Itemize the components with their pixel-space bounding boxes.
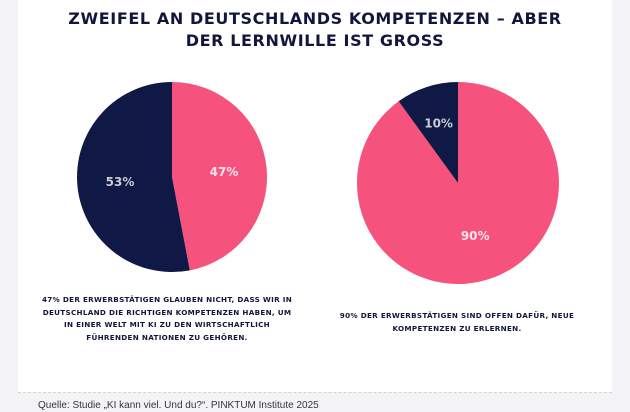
pie-1-slice-1-label: 47% bbox=[210, 165, 239, 179]
chart-title: ZWEIFEL AN DEUTSCHLANDS KOMPETENZEN – AB… bbox=[0, 8, 630, 52]
pie-2-slice-2-label: 10% bbox=[424, 116, 453, 130]
pie-1-slice-2-label: 53% bbox=[106, 175, 135, 189]
pie-2-slice-2 bbox=[398, 82, 458, 183]
pie-2-caption: 90% DER ERWERBSTÄTIGEN SIND OFFEN DAFÜR,… bbox=[312, 310, 602, 335]
pie-2-caption-line: KOMPETENZEN ZU ERLERNEN. bbox=[392, 323, 522, 333]
pie-1-caption-line: 47% DER ERWERBSTÄTIGEN GLAUBEN NICHT, DA… bbox=[41, 295, 293, 304]
pie-1-slice-1 bbox=[172, 82, 268, 271]
pie-1-caption: 47% DER ERWERBSTÄTIGEN GLAUBEN NICHT, DA… bbox=[34, 294, 300, 344]
title-line-1: ZWEIFEL AN DEUTSCHLANDS KOMPETENZEN – AB… bbox=[68, 9, 562, 28]
pie-2-caption-line: 90% DER ERWERBSTÄTIGEN SIND OFFEN DAFÜR,… bbox=[339, 311, 575, 320]
pie-1-caption-line: FÜHRENDEN NATIONEN ZU GEHÖREN. bbox=[86, 332, 248, 342]
footer-divider bbox=[18, 392, 612, 394]
pie-2-slice-1 bbox=[356, 82, 559, 284]
pie-1-caption-line: IN EINER WELT MIT KI ZU DEN WIRTSCHAFTLI… bbox=[64, 320, 270, 329]
pie-2-slice-1-label: 90% bbox=[461, 229, 490, 243]
pie-1-caption-line: DEUTSCHLAND DIE RICHTIGEN KOMPETENZEN HA… bbox=[42, 307, 292, 317]
source-note: Quelle: Studie „KI kann viel. Und du?“. … bbox=[38, 400, 319, 411]
title-line-2: DER LERNWILLE IST GROSS bbox=[185, 31, 445, 50]
pie-1-slice-2 bbox=[77, 82, 190, 272]
